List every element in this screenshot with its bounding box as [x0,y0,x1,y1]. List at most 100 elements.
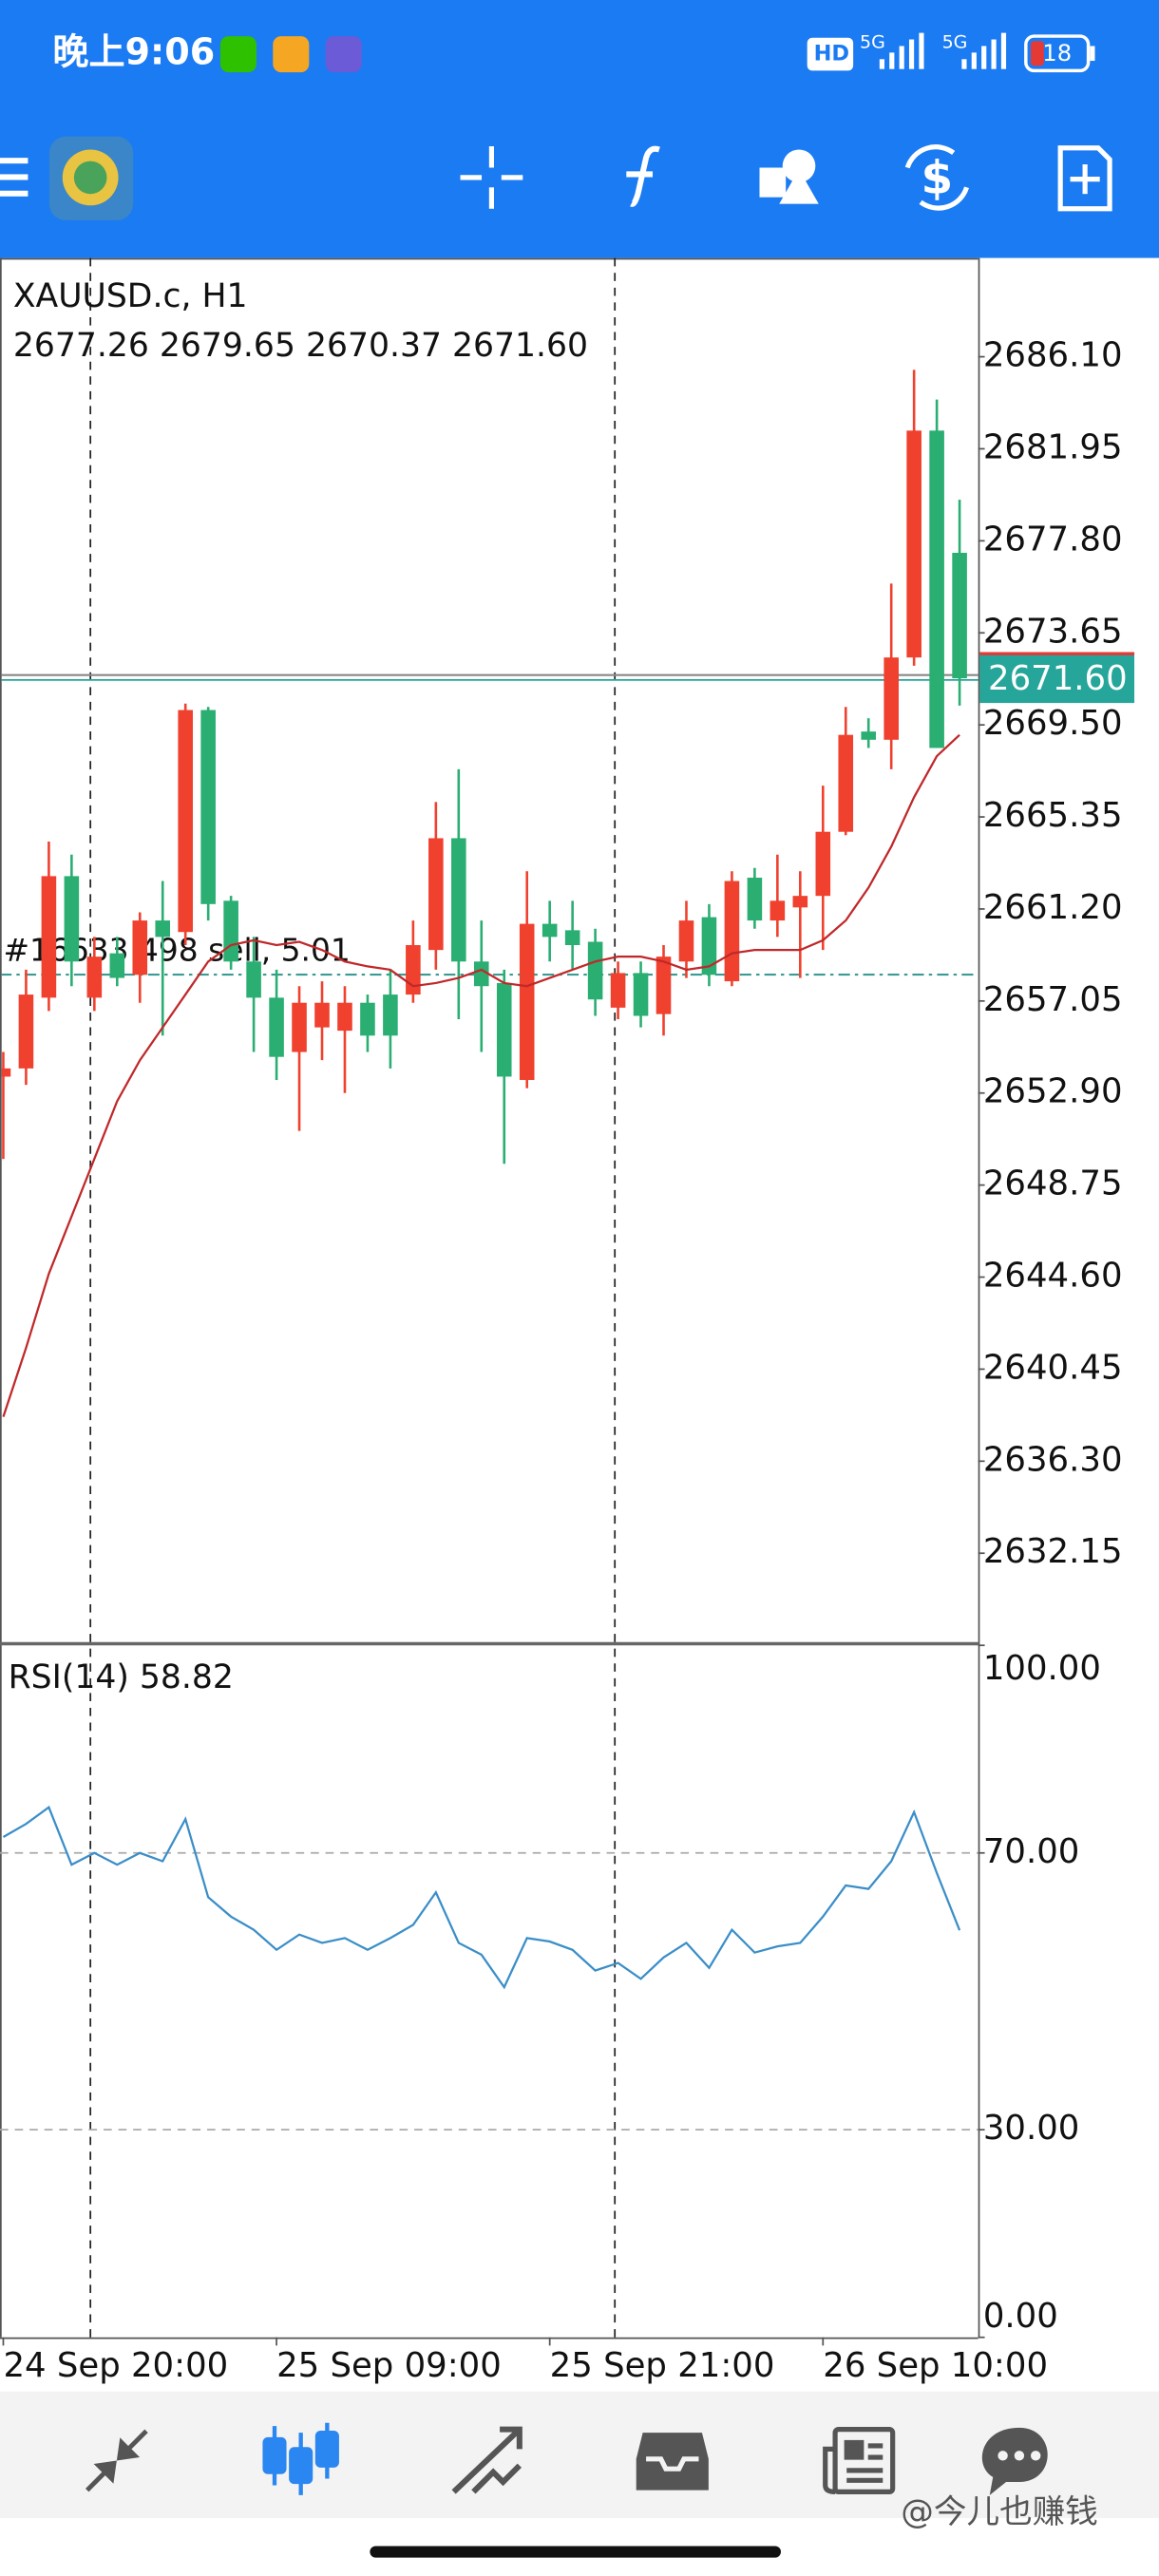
y-tick-label: 2644.60 [983,1257,1123,1296]
menu-button[interactable] [0,158,28,197]
y-tick-label: 2665.35 [983,796,1123,835]
app-icon [325,36,362,73]
y-tick-label: 2677.80 [983,520,1123,559]
nav-chart[interactable] [262,2422,339,2495]
candle-body [64,876,80,962]
candle-body [1,1068,11,1077]
y-tick-label: 2657.05 [983,980,1123,1019]
candle-body [360,1002,375,1036]
x-tick-label: 25 Sep 21:00 [550,2346,775,2385]
battery [1024,34,1091,73]
net-label: 5G [860,31,885,52]
net-label: 5G [942,31,968,52]
rsi-title: RSI(14) 58.82 [9,1658,234,1696]
candle-body [747,878,763,921]
app-header [0,0,1159,258]
indicators-button[interactable] [626,145,660,207]
candle-body [109,953,125,978]
candle-body [587,941,603,1000]
candle-body [200,710,216,904]
candle-body [269,997,284,1057]
nav-chat[interactable] [981,2427,1048,2495]
candle-body [223,900,238,962]
y-tick-label: 2636.30 [983,1440,1123,1479]
y-tick-label: 2652.90 [983,1072,1123,1111]
y-tick-label: 30.00 [983,2109,1080,2148]
candle-body [861,731,877,740]
ohlc-quote: 2677.26 2679.65 2670.37 2671.60 [13,327,588,365]
price-plot: #16633 498 sell, 5.01 [1,369,978,1417]
candle-body [41,876,57,998]
y-tick-label: 2661.20 [983,888,1123,927]
nav-news[interactable] [823,2427,896,2494]
candle-body [633,973,649,1016]
wechat-icon [219,36,256,73]
candle-body [542,923,558,938]
candle-body [792,896,808,908]
status-time: 晚上9:06 [52,31,215,73]
candle-body [701,917,717,975]
candle-body [383,994,398,1036]
candle-body [678,920,694,962]
candle-body [656,957,672,1014]
chart-area [0,257,1159,2392]
signal-1 [879,32,924,69]
x-tick-label: 24 Sep 20:00 [3,2346,228,2385]
y-tick-label: 2669.50 [983,704,1123,743]
y-tick-label: 0.00 [983,2297,1058,2336]
bid-label: 2671.60 [988,659,1128,698]
y-tick-label: 2648.75 [983,1165,1123,1203]
new-order-button[interactable] [1057,145,1112,212]
symbol-title: XAUUSD.c, H1 [13,277,248,315]
candle-body [292,1002,307,1052]
objects-button[interactable] [759,149,819,204]
home-indicator [370,2546,781,2558]
nav-quotes[interactable] [85,2429,148,2492]
battery-level [1031,41,1044,66]
nav-history[interactable] [636,2433,709,2491]
candle-body [564,930,580,946]
signal-2 [961,32,1007,69]
hd-badge [807,37,854,71]
y-tick-label: 2632.15 [983,1532,1123,1571]
crosshair-button[interactable] [460,146,523,209]
x-tick-label: 25 Sep 09:00 [276,2346,502,2385]
rsi-line [2,1805,961,1990]
bottom-nav [0,2391,1159,2519]
candle-body [178,710,193,933]
candle-body [428,838,444,951]
candle-body [246,961,261,998]
watermark: @今儿也赚钱 [901,2493,1098,2531]
candle-body [496,982,512,1077]
battery-tip [1090,46,1095,62]
app-logo[interactable] [48,136,134,220]
candle-body [451,838,466,962]
y-tick-label: 2673.65 [983,612,1123,651]
x-tick-label: 26 Sep 10:00 [823,2346,1048,2385]
order-label: #16633 498 sell, 5.01 [3,931,350,968]
candle-body [18,994,34,1069]
candle-body [724,881,740,982]
y-tick-label: 100.00 [983,1649,1101,1688]
y-tick-label: 70.00 [983,1832,1080,1871]
weibo-icon [273,36,310,73]
candle-body [337,1002,352,1032]
candle-body [815,831,831,897]
candle-body [838,734,854,832]
candle-body [770,900,786,921]
candle-body [884,657,899,740]
hd-text: HD [814,42,849,66]
candle-body [610,973,626,1008]
candle-body [132,920,148,975]
candle-body [155,920,171,938]
trade-button[interactable]: $ [904,144,970,211]
nav-trade[interactable] [451,2426,522,2494]
candle-body [906,430,922,658]
candle-body [519,923,535,1080]
svg-text:$: $ [922,151,954,204]
moving-average [2,733,960,1417]
y-tick-label: 2686.10 [983,336,1123,375]
candle-body [473,961,489,987]
